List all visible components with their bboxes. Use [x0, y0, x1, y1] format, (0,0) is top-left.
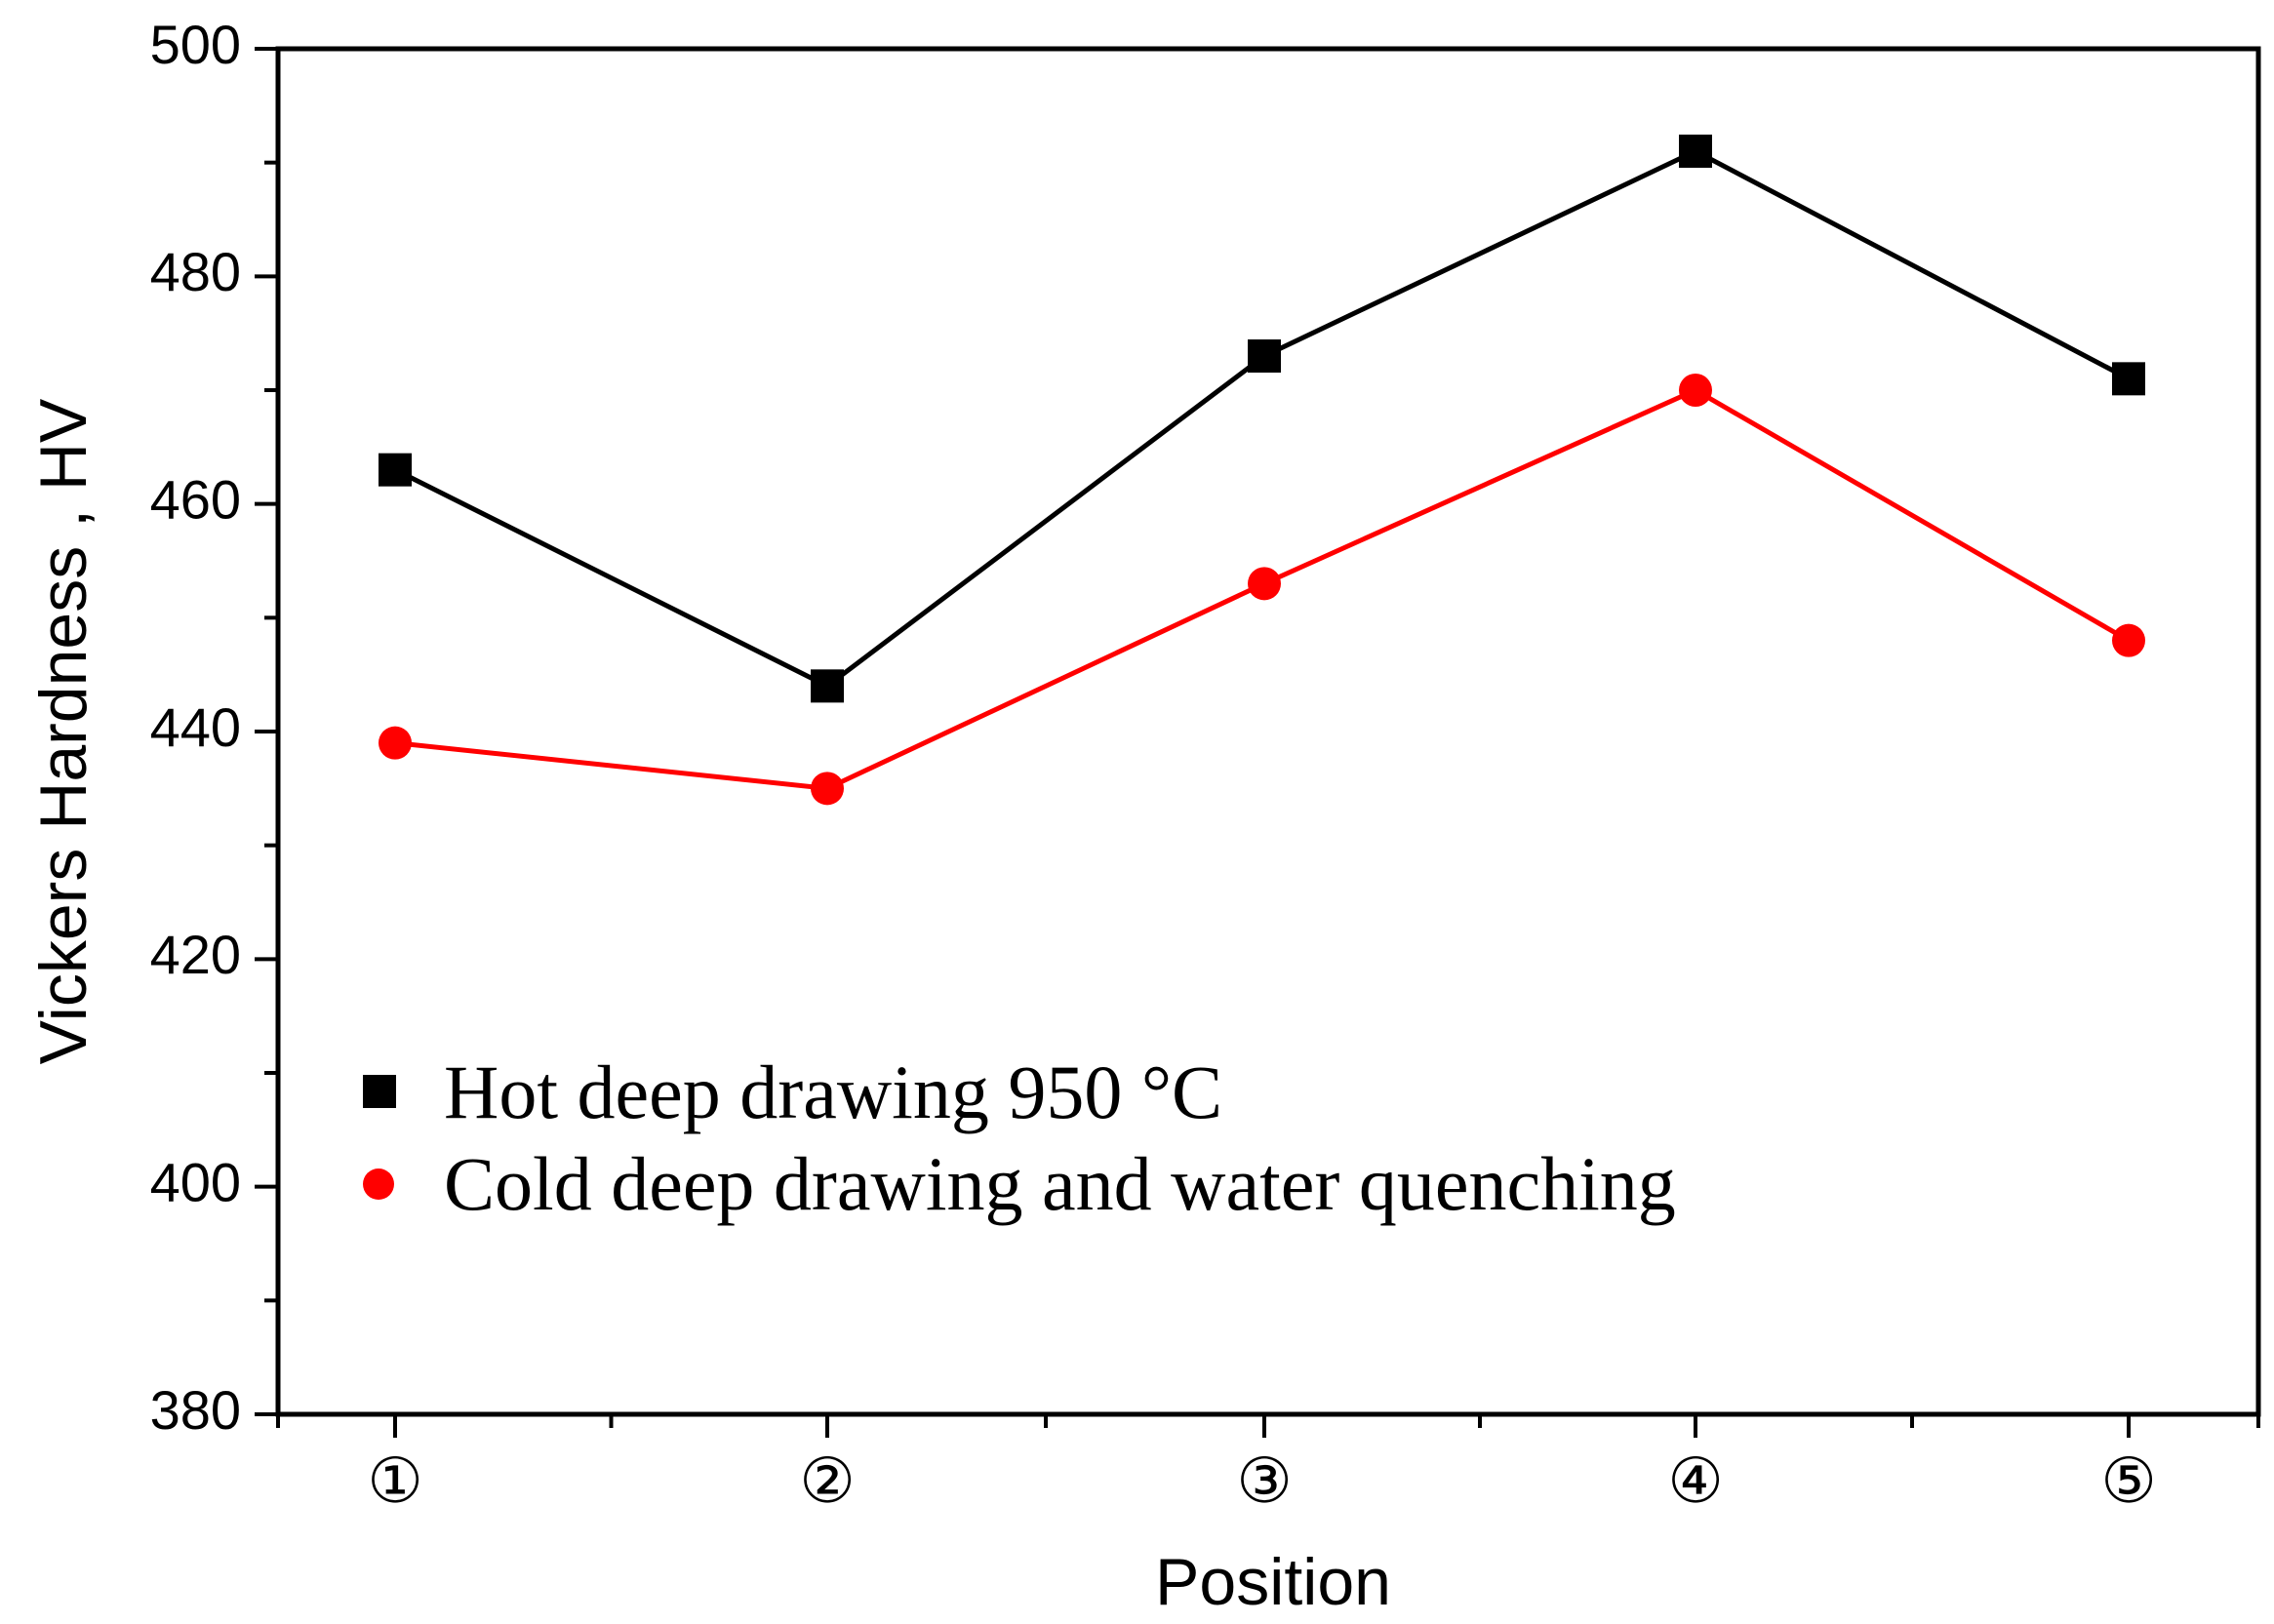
legend-marker-hot: [363, 1075, 396, 1108]
x-tick-label: ②: [799, 1446, 855, 1518]
data-point-cold: [811, 772, 844, 806]
data-point-cold: [1248, 567, 1281, 601]
data-point-hot: [2112, 362, 2145, 396]
x-axis-title: Position: [1155, 1545, 1391, 1619]
x-tick-label: ④: [1667, 1446, 1723, 1518]
data-point-hot: [379, 453, 412, 487]
series-line-hot: [393, 148, 2131, 690]
data-point-hot: [1679, 135, 1712, 168]
x-tick-label: ⑤: [2100, 1446, 2156, 1518]
data-point-hot: [811, 669, 844, 703]
y-axis: 500 480 460 440 420 400 380: [150, 14, 278, 1441]
y-tick-label: 400: [150, 1151, 241, 1212]
legend-label-cold: Cold deep drawing and water quenching: [444, 1141, 1676, 1226]
y-tick-label: 460: [150, 468, 241, 530]
y-tick-label: 480: [150, 241, 241, 302]
x-tick-label: ③: [1236, 1446, 1292, 1518]
x-tick-label: ①: [367, 1446, 422, 1518]
data-point-cold: [379, 726, 412, 760]
y-tick-label: 380: [150, 1379, 241, 1441]
legend: Hot deep drawing 950 °C Cold deep drawin…: [363, 1050, 1676, 1226]
data-point-cold: [1679, 374, 1712, 407]
series-layer: [379, 135, 2145, 806]
y-tick-label: 500: [150, 14, 241, 75]
data-point-hot: [1248, 339, 1281, 373]
legend-marker-cold: [363, 1168, 394, 1200]
legend-label-hot: Hot deep drawing 950 °C: [444, 1050, 1222, 1134]
data-point-cold: [2112, 623, 2145, 657]
x-axis: ① ② ③ ④ ⑤: [276, 1414, 2260, 1518]
y-tick-label: 420: [150, 924, 241, 985]
y-tick-label: 440: [150, 696, 241, 758]
y-axis-title: Vickers Hardness , HV: [26, 398, 100, 1064]
